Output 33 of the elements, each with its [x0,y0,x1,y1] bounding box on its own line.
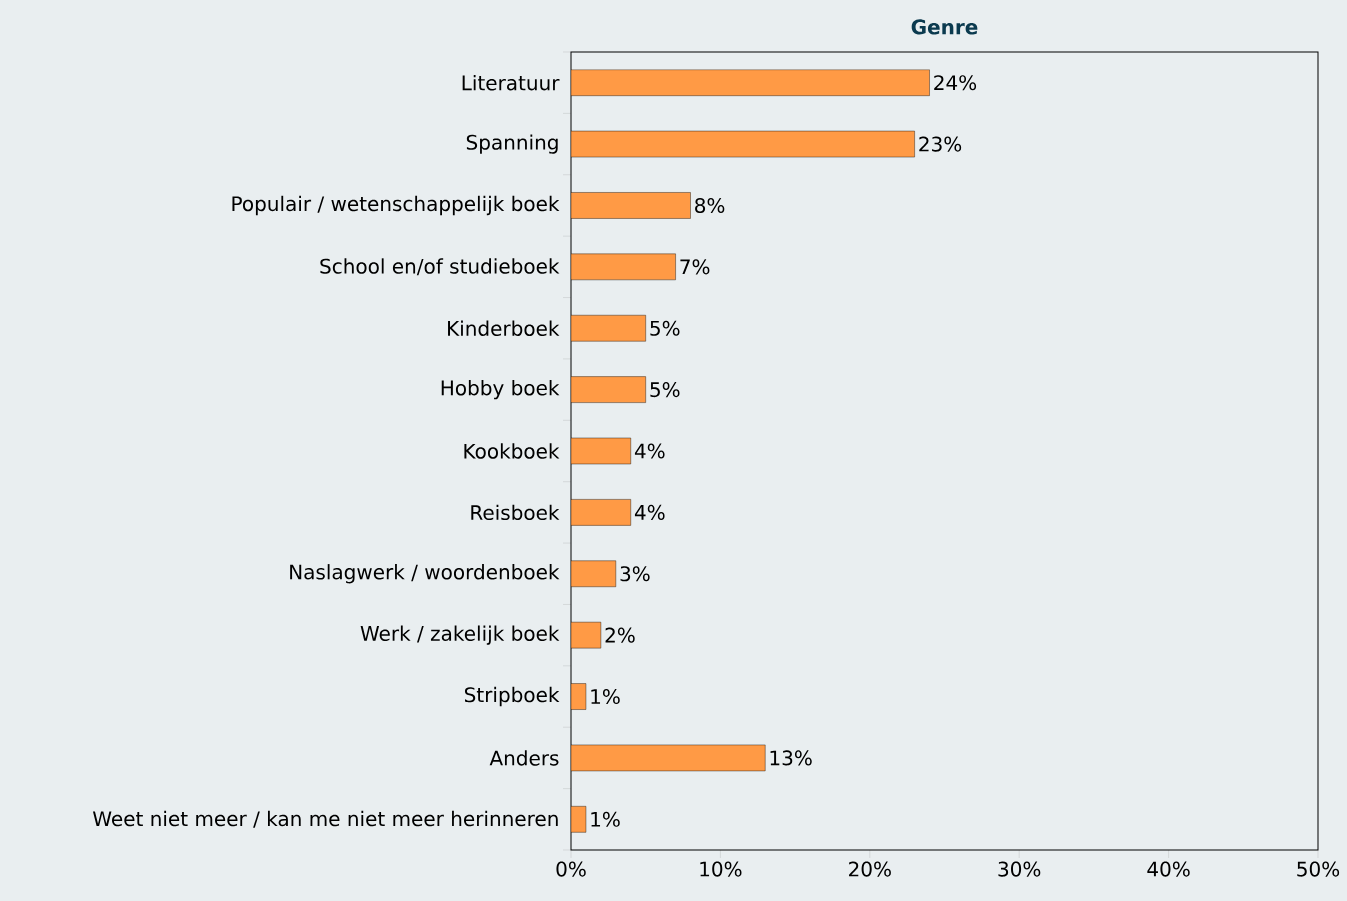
y-tick-label: Anders [489,750,559,766]
x-tick-label: 20% [849,861,891,877]
y-tick-label: Hobby boek [441,379,560,400]
x-tick-label: 30% [998,861,1041,877]
y-tick-label: Kinderboek [448,320,560,336]
data-label: 24% [934,75,977,91]
y-tick-label: School en/of studieboek [320,258,560,276]
y-tick-label: Werk / zakelijk boek [360,625,560,645]
data-label: 3% [620,566,650,582]
y-tick-label: Literatuur [462,74,560,91]
x-tick-label: 10% [700,861,742,877]
chart-title: Genre [911,19,978,35]
data-label: 7% [680,259,710,275]
y-tick-label: Populair / wetenschappelijk boek [232,195,560,216]
x-tick-label: 40% [1147,861,1190,877]
data-label: 5% [650,382,680,398]
x-tick-label: 0% [556,861,586,877]
y-tick-label: Naslagwerk / woordenboek [290,564,560,584]
data-label: 4% [634,504,665,520]
data-label: 5% [650,320,680,336]
data-label: 4% [634,443,665,459]
data-label: 1% [591,688,620,705]
data-label: 2% [605,627,635,643]
x-tick-label: 50% [1297,861,1340,877]
data-label: 23% [919,136,962,152]
data-label: 1% [591,811,620,827]
data-label: 13% [770,750,812,766]
y-tick-label: Reisboek [471,504,560,521]
y-tick-label: Spanning [466,134,558,154]
y-tick-label: Kookboek [464,443,560,459]
data-label: 8% [695,197,725,214]
y-tick-label: Stripboek [464,686,560,707]
y-tick-label: Weet niet meer / kan me niet meer herinneren [92,810,558,828]
